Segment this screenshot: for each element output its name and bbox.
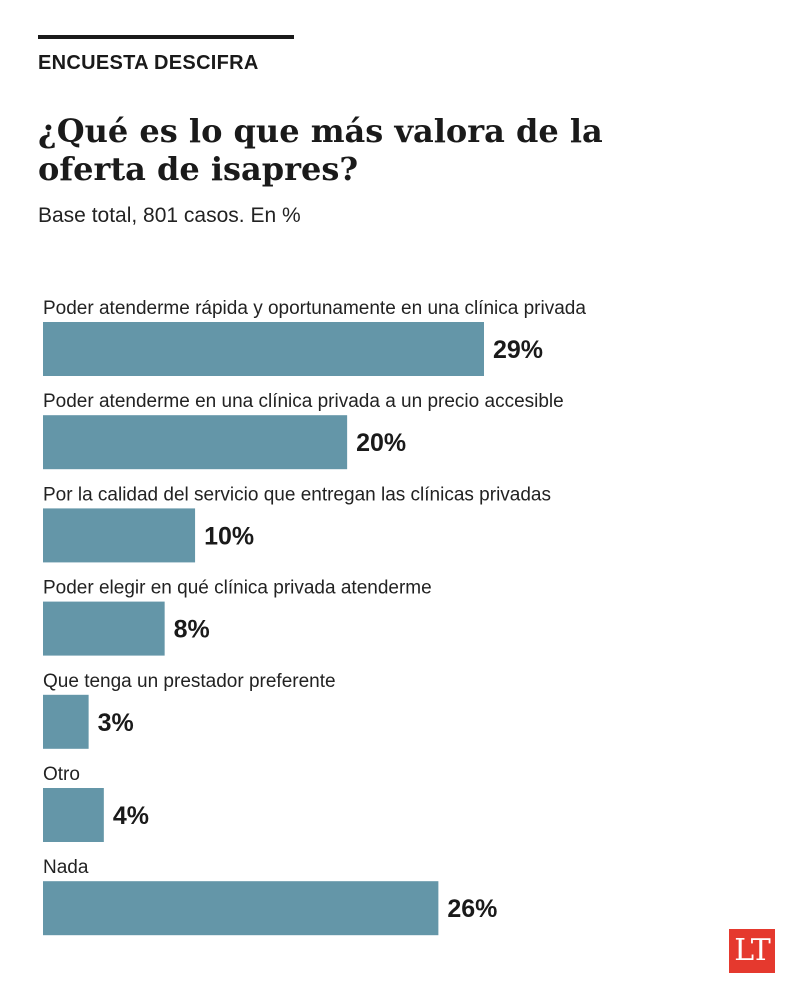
- kicker: ENCUESTA DESCIFRA: [38, 52, 259, 74]
- category-label: Nada: [43, 857, 89, 878]
- value-label: 3%: [98, 709, 134, 737]
- bar: [43, 601, 165, 656]
- category-label: Poder elegir en qué clínica privada aten…: [43, 578, 432, 599]
- bar: [43, 415, 348, 470]
- bar: [43, 322, 484, 376]
- value-label: 10%: [204, 522, 254, 550]
- value-label: 4%: [113, 802, 149, 830]
- bar: [43, 508, 196, 563]
- category-label: Por la calidad del servicio que entregan…: [43, 484, 551, 505]
- category-label: Poder atenderme rápida y oportunamente e…: [43, 298, 586, 319]
- lt-logo: LT: [729, 929, 775, 973]
- bar: [43, 694, 89, 749]
- category-label: Que tenga un prestador preferente: [43, 671, 336, 692]
- bar: [43, 881, 439, 936]
- chart-subtitle: Base total, 801 casos. En %: [38, 204, 301, 227]
- top-rule: [38, 35, 294, 39]
- bar: [43, 788, 104, 842]
- value-label: 29%: [493, 336, 543, 364]
- chart-title: ¿Qué es lo que más valora de la oferta d…: [38, 112, 603, 188]
- category-label: Otro: [43, 764, 80, 785]
- value-label: 20%: [356, 429, 406, 457]
- value-label: 8%: [174, 616, 210, 644]
- value-label: 26%: [447, 895, 497, 923]
- category-label: Poder atenderme en una clínica privada a…: [43, 391, 564, 412]
